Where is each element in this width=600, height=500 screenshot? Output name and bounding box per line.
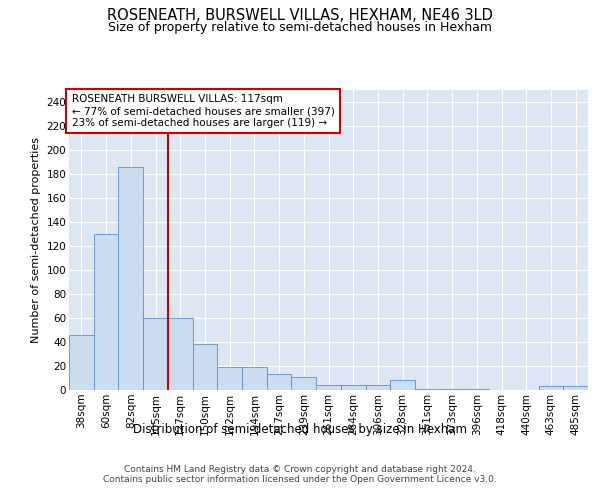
Bar [365, 385, 390, 390]
Bar [464, 389, 489, 390]
Bar [143, 318, 168, 390]
Text: Distribution of semi-detached houses by size in Hexham: Distribution of semi-detached houses by … [133, 422, 467, 436]
Bar [341, 385, 365, 390]
Bar [316, 385, 341, 390]
Bar [168, 318, 193, 390]
Bar [217, 367, 242, 390]
Text: Size of property relative to semi-detached houses in Hexham: Size of property relative to semi-detach… [108, 22, 492, 35]
Bar [242, 367, 267, 390]
Text: ROSENEATH, BURSWELL VILLAS, HEXHAM, NE46 3LD: ROSENEATH, BURSWELL VILLAS, HEXHAM, NE46… [107, 8, 493, 22]
Y-axis label: Number of semi-detached properties: Number of semi-detached properties [31, 137, 41, 343]
Bar [415, 389, 440, 390]
Bar [390, 380, 415, 390]
Bar [69, 335, 94, 390]
Text: Contains HM Land Registry data © Crown copyright and database right 2024.
Contai: Contains HM Land Registry data © Crown c… [103, 465, 497, 484]
Bar [539, 386, 563, 390]
Bar [292, 377, 316, 390]
Bar [440, 389, 464, 390]
Bar [193, 344, 217, 390]
Text: ROSENEATH BURSWELL VILLAS: 117sqm
← 77% of semi-detached houses are smaller (397: ROSENEATH BURSWELL VILLAS: 117sqm ← 77% … [71, 94, 334, 128]
Bar [267, 374, 292, 390]
Bar [94, 234, 118, 390]
Bar [118, 167, 143, 390]
Bar [563, 386, 588, 390]
